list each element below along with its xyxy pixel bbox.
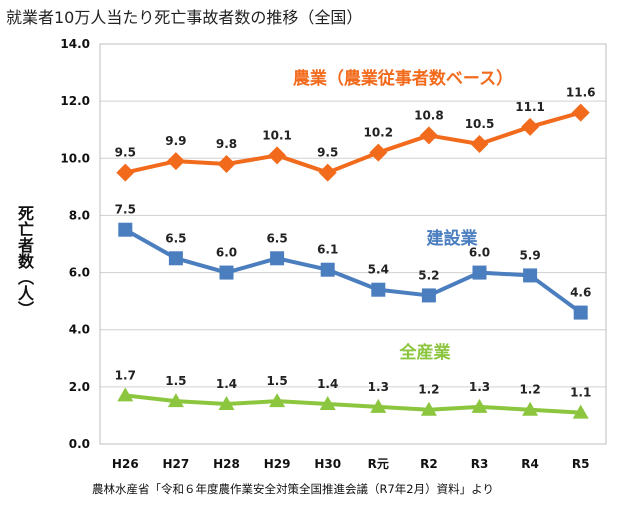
data-point-diamond [116, 163, 135, 182]
data-label: 1.4 [216, 377, 237, 391]
data-label: 11.1 [515, 100, 545, 114]
data-label: 6.5 [165, 231, 186, 245]
x-tick-label: R5 [572, 457, 590, 471]
data-point-diamond [369, 143, 388, 162]
x-tick-label: H26 [112, 457, 139, 471]
data-label: 5.4 [368, 263, 389, 277]
data-label: 7.5 [115, 203, 136, 217]
series-name-label: 農業（農業従事者数ベース） [293, 68, 513, 89]
data-point-diamond [217, 155, 236, 173]
y-tick-label: 6.0 [69, 266, 90, 280]
data-point-triangle [218, 396, 235, 410]
series-line [125, 393, 581, 415]
data-point-diamond [521, 117, 540, 136]
data-point-triangle [522, 401, 539, 416]
chart-title: 就業者10万人当たり死亡事故者数の推移（全国） [6, 8, 363, 27]
data-label: 1.5 [165, 374, 186, 388]
x-tick-label: R元 [368, 457, 389, 471]
data-label: 10.8 [414, 108, 444, 122]
axes: 0.0 2.0 4.0 6.0 8.0 10.0 12.0 14.0 H26 H27 H28 H29 H… [60, 37, 607, 471]
data-point-diamond [318, 163, 337, 182]
plot-border [99, 43, 607, 445]
y-tick-label: 14.0 [60, 37, 90, 51]
data-point-square [573, 305, 588, 320]
series-name-label: 建設業 [427, 228, 478, 249]
source-note: 農林水産省「令和６年度農作業安全対策全国推進会議（R7年2月）資料」より [92, 482, 494, 496]
y-axis-label: 死亡者数（人） [15, 205, 34, 317]
data-label: 1.3 [469, 380, 490, 394]
data-point-triangle [420, 401, 437, 416]
data-point-square [371, 282, 386, 297]
x-tick-label: R2 [420, 457, 438, 471]
data-label: 9.9 [165, 134, 186, 148]
data-label: 10.1 [262, 128, 292, 142]
x-tick-label: H28 [213, 457, 240, 471]
data-label: 1.7 [115, 368, 136, 382]
data-label: 10.5 [465, 117, 495, 131]
data-point-diamond [268, 146, 287, 165]
series-line [124, 110, 582, 175]
data-point-square [118, 222, 133, 237]
y-tick-label: 2.0 [69, 380, 90, 394]
data-label: 1.2 [418, 383, 439, 397]
data-label: 5.9 [519, 248, 540, 262]
data-labels: 9.5 9.9 9.8 10.1 9.5 10.2 10.8 10.5 11.1 11.6 農業（農… [115, 68, 596, 400]
series-line [124, 227, 582, 315]
data-label: 6.0 [216, 246, 237, 260]
y-tick-label: 10.0 [60, 151, 90, 165]
data-label: 1.5 [266, 374, 287, 388]
data-point-square [219, 265, 234, 280]
data-point-diamond [571, 103, 590, 122]
data-label: 1.4 [317, 377, 338, 391]
data-label: 11.6 [566, 86, 596, 100]
data-point-triangle [572, 404, 589, 419]
data-point-triangle [269, 393, 286, 408]
x-tick-label: H27 [163, 457, 190, 471]
data-point-triangle [117, 387, 134, 402]
data-label: 5.2 [418, 268, 439, 282]
data-point-square [168, 251, 183, 266]
x-tick-label: H30 [314, 457, 341, 471]
data-label: 4.6 [570, 286, 591, 300]
data-label: 6.5 [266, 231, 287, 245]
data-point-square [320, 262, 335, 277]
series-group [116, 103, 590, 419]
data-label: 1.2 [519, 383, 540, 397]
y-tick-label: 12.0 [60, 94, 90, 108]
y-tick-label: 0.0 [69, 437, 90, 451]
x-tick-label: R3 [471, 457, 489, 471]
data-point-triangle [370, 398, 387, 413]
x-tick-label: H29 [264, 457, 291, 471]
data-label: 9.5 [115, 146, 136, 160]
data-point-diamond [470, 135, 489, 153]
data-label: 6.1 [317, 243, 338, 257]
y-tick-label: 4.0 [69, 323, 90, 337]
y-tick-label: 8.0 [69, 208, 90, 222]
x-tick-label: R4 [521, 457, 539, 471]
data-point-square [523, 268, 538, 283]
series-name-label: 全産業 [399, 342, 451, 363]
data-point-square [472, 265, 487, 280]
data-label: 9.5 [317, 146, 338, 160]
data-point-triangle [471, 398, 488, 413]
data-label: 9.8 [216, 137, 237, 151]
data-point-triangle [319, 396, 336, 410]
data-label: 1.3 [368, 380, 389, 394]
data-point-square [421, 288, 436, 303]
data-label: 1.1 [570, 386, 591, 400]
data-point-diamond [419, 126, 438, 145]
data-point-square [270, 251, 285, 266]
data-point-triangle [167, 393, 184, 408]
data-label: 10.2 [363, 126, 393, 140]
data-label: 6.0 [469, 246, 490, 260]
data-point-diamond [166, 152, 185, 171]
